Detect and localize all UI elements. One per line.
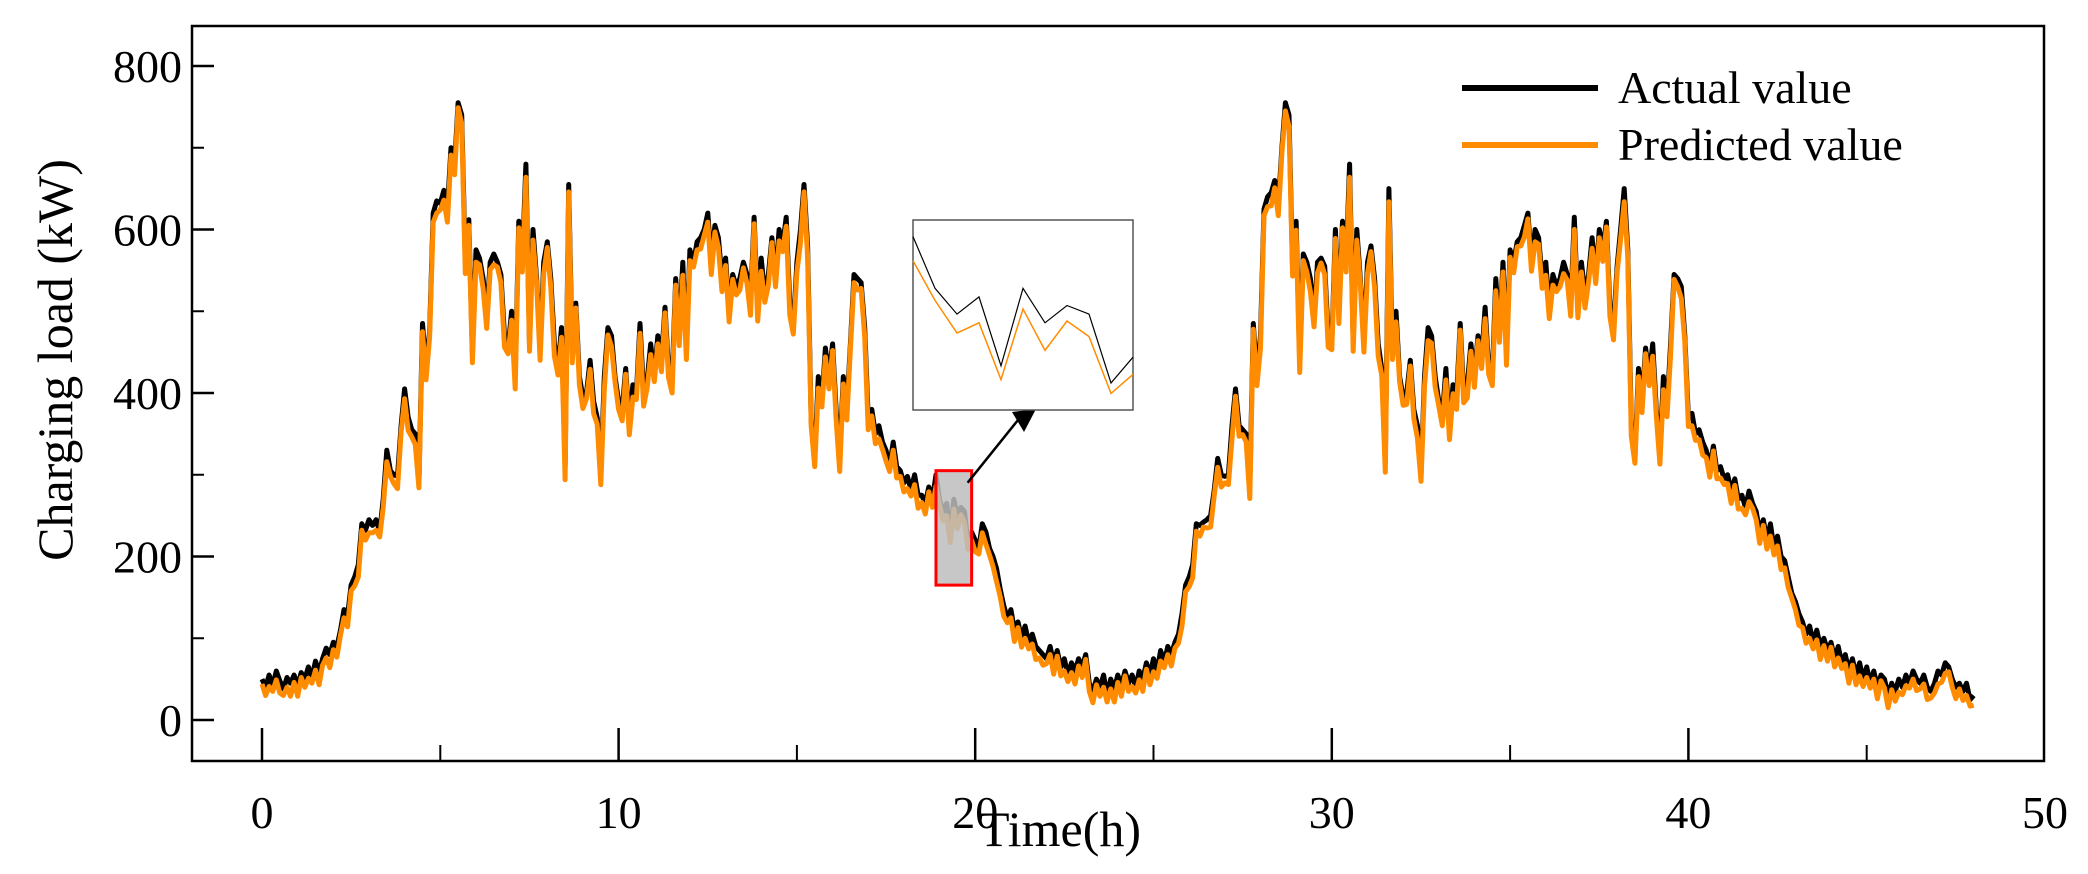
zoom-box — [934, 469, 974, 587]
zoom-arrow-head — [1012, 409, 1036, 432]
x-axis-title: Time(h) — [979, 801, 1141, 857]
x-tick-label: 0 — [251, 787, 274, 838]
x-tick-label: 50 — [2022, 787, 2068, 838]
x-tick-label: 30 — [1309, 787, 1355, 838]
x-axis-ticks: 0 10 20 30 40 50 — [251, 728, 2068, 838]
legend: Actual value Predicted value — [1462, 62, 1903, 170]
x-tick-label: 20 — [952, 787, 998, 838]
zoom-arrow-line — [966, 419, 1019, 484]
y-tick-label: 600 — [113, 205, 182, 256]
x-tick-label: 40 — [1665, 787, 1711, 838]
inset-line-predicted — [912, 260, 1134, 395]
series-line-predicted — [259, 105, 1975, 711]
inset-line-actual — [912, 236, 1134, 385]
y-tick-label: 200 — [113, 532, 182, 583]
legend-label-actual: Actual value — [1618, 62, 1852, 113]
y-axis-title: Charging load (kW) — [27, 159, 83, 561]
inset-panel — [912, 219, 1134, 411]
y-tick-label: 400 — [113, 368, 182, 419]
series-group — [259, 100, 1976, 711]
x-tick-label: 10 — [596, 787, 642, 838]
inset-frame — [912, 219, 1134, 411]
zoom-annotation — [934, 409, 1036, 587]
y-tick-label: 0 — [159, 695, 182, 746]
y-axis-ticks: 0 200 400 600 800 — [113, 41, 214, 746]
y-tick-label: 800 — [113, 41, 182, 92]
legend-label-predicted: Predicted value — [1618, 119, 1903, 170]
